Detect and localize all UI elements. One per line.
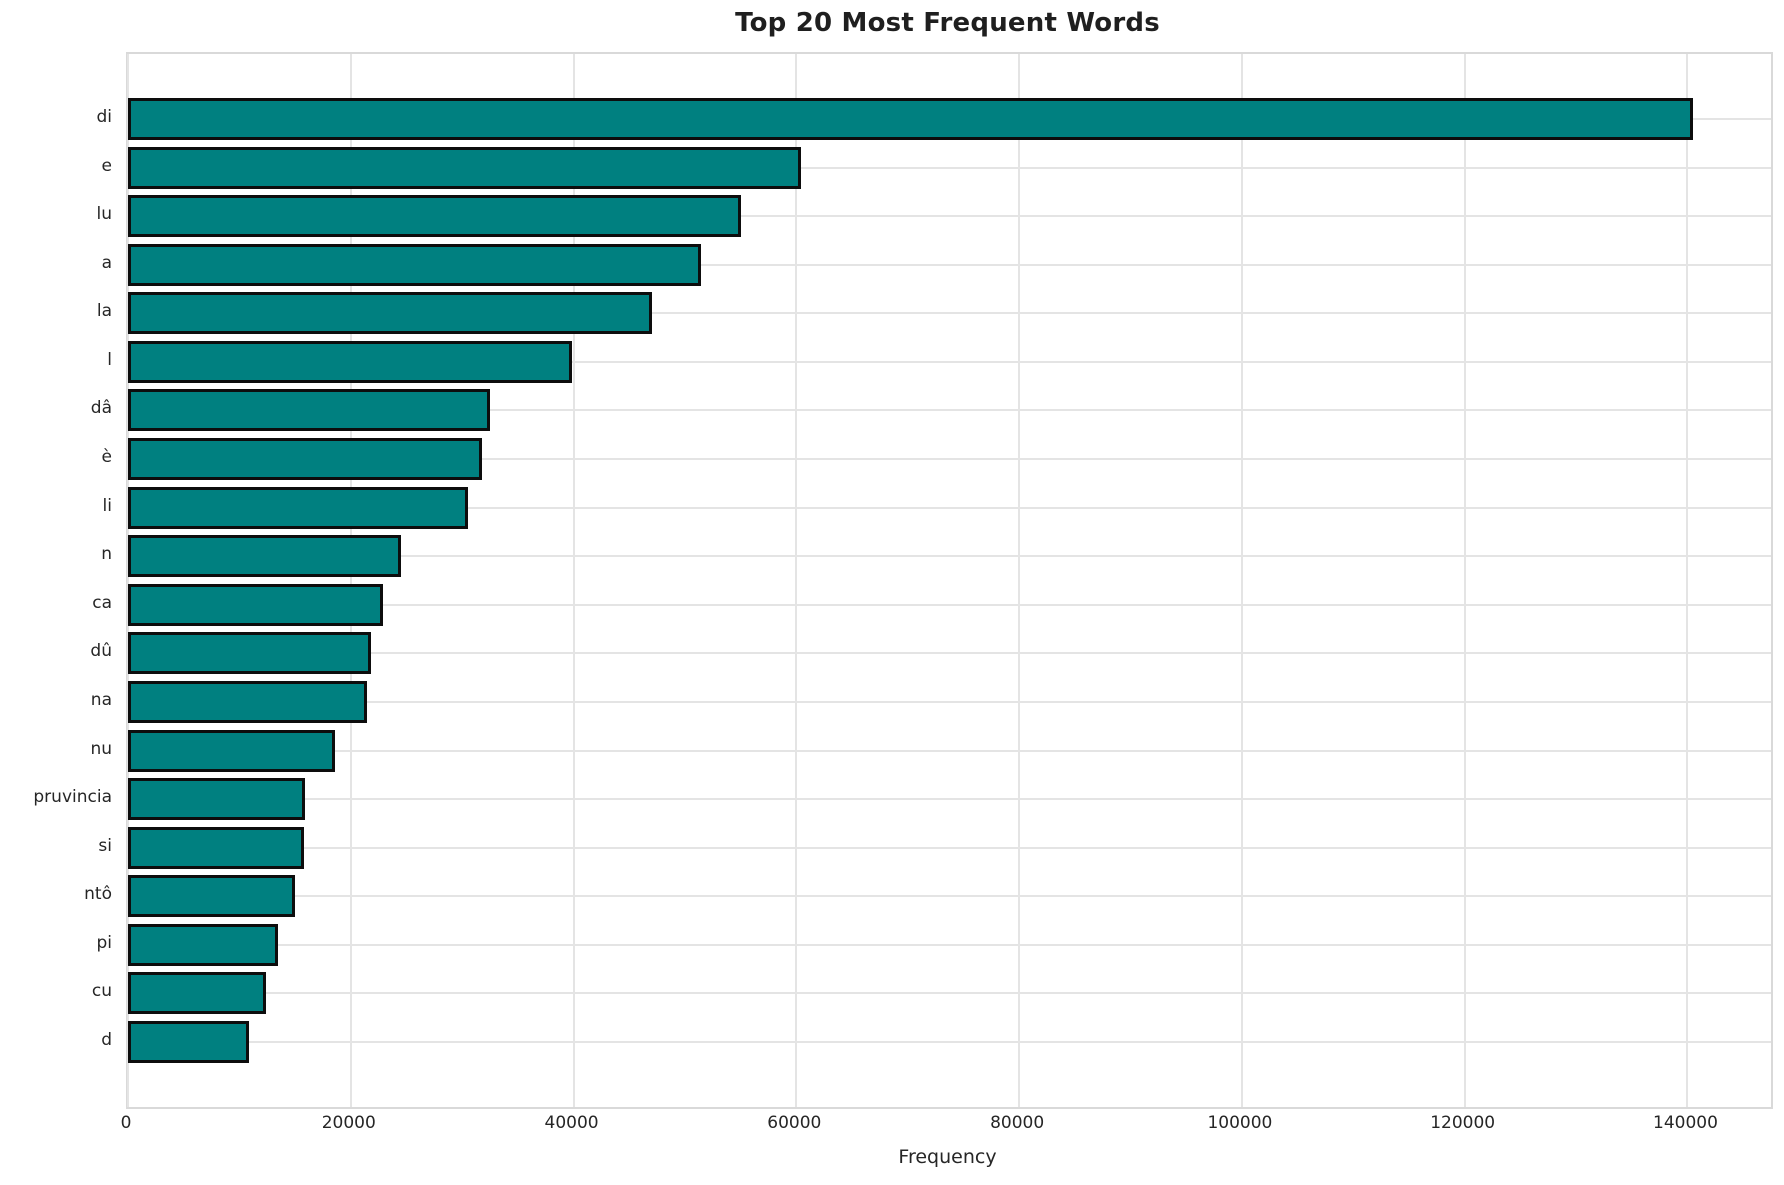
gridline-row (128, 506, 1771, 509)
bar-l (128, 340, 573, 383)
bar-pruvincia (128, 778, 306, 821)
bar-a (128, 243, 701, 286)
gridline-x-80000 (1018, 54, 1021, 1107)
y-tick-label-l: l (107, 349, 112, 370)
gridline-row (128, 166, 1771, 169)
bar-si (128, 826, 304, 869)
gridline-row (128, 652, 1771, 655)
gridline-x-60000 (795, 54, 798, 1107)
gridline-row (128, 458, 1771, 461)
gridline-x-40000 (572, 54, 575, 1107)
bar-d (128, 1021, 250, 1063)
x-tick-label-0: 0 (120, 1113, 132, 1133)
y-tick-label-pi: pi (96, 932, 112, 953)
gridline-x-20000 (349, 54, 352, 1107)
gridline-row (128, 360, 1771, 363)
x-tick-label-60000: 60000 (767, 1113, 822, 1133)
x-tick-label-100000: 100000 (1207, 1113, 1273, 1133)
bar-dû (128, 632, 371, 675)
gridline-row (128, 263, 1771, 266)
y-tick-label-ntô: ntô (84, 884, 112, 905)
chart-title: Top 20 Most Frequent Words (735, 8, 1160, 38)
y-tick-label-li: li (102, 495, 112, 516)
gridline-x-140000 (1686, 54, 1689, 1107)
gridline-row (128, 798, 1771, 801)
bar-e (128, 146, 801, 189)
bar-dâ (128, 389, 491, 432)
plot-area (126, 52, 1773, 1109)
y-tick-label-dâ: dâ (90, 398, 112, 419)
gridline-row (128, 215, 1771, 218)
bar-la (128, 292, 652, 335)
gridline-row (128, 700, 1771, 703)
bar-na (128, 680, 368, 723)
x-tick-label-40000: 40000 (544, 1113, 599, 1133)
gridline-x-120000 (1463, 54, 1466, 1107)
bar-n (128, 535, 401, 578)
y-tick-label-si: si (98, 835, 112, 856)
gridline-x-0 (127, 54, 129, 1107)
gridline-row (128, 992, 1771, 995)
y-tick-label-a: a (101, 252, 112, 273)
bar-ntô (128, 875, 296, 918)
gridline-row (128, 749, 1771, 752)
x-tick-label-80000: 80000 (990, 1113, 1045, 1133)
bar-cu (128, 972, 267, 1015)
bar-nu (128, 729, 336, 772)
y-tick-label-d: d (101, 1030, 112, 1050)
gridline-x-100000 (1240, 54, 1243, 1107)
y-tick-label-cu: cu (91, 981, 112, 1002)
x-tick-label-120000: 120000 (1430, 1113, 1496, 1133)
y-tick-label-e: e (101, 155, 112, 176)
y-tick-label-ca: ca (92, 592, 112, 613)
y-tick-label-nu: nu (90, 738, 112, 759)
gridline-row (128, 943, 1771, 946)
y-tick-label-lu: lu (96, 204, 113, 225)
y-tick-label-dû: dû (90, 641, 112, 662)
bar-di (128, 98, 1694, 140)
x-tick-label-20000: 20000 (321, 1113, 376, 1133)
bar-pi (128, 923, 279, 966)
y-tick-label-la: la (96, 301, 112, 322)
bar-è (128, 438, 483, 481)
gridline-row (128, 555, 1771, 558)
gridline-row (128, 603, 1771, 606)
gridline-row (128, 1041, 1771, 1043)
gridline-row (128, 895, 1771, 898)
y-tick-label-n: n (101, 544, 112, 565)
bar-lu (128, 195, 741, 238)
y-tick-label-di: di (96, 107, 112, 127)
y-tick-label-pruvincia: pruvincia (33, 787, 112, 808)
bar-li (128, 486, 468, 529)
x-axis-label: Frequency (898, 1146, 997, 1168)
bar-ca (128, 583, 384, 626)
y-tick-label-è: è (101, 447, 112, 468)
y-tick-label-na: na (90, 689, 112, 710)
gridline-row (128, 846, 1771, 849)
x-tick-label-140000: 140000 (1653, 1113, 1718, 1133)
gridline-row (128, 312, 1771, 315)
gridline-row (128, 409, 1771, 412)
